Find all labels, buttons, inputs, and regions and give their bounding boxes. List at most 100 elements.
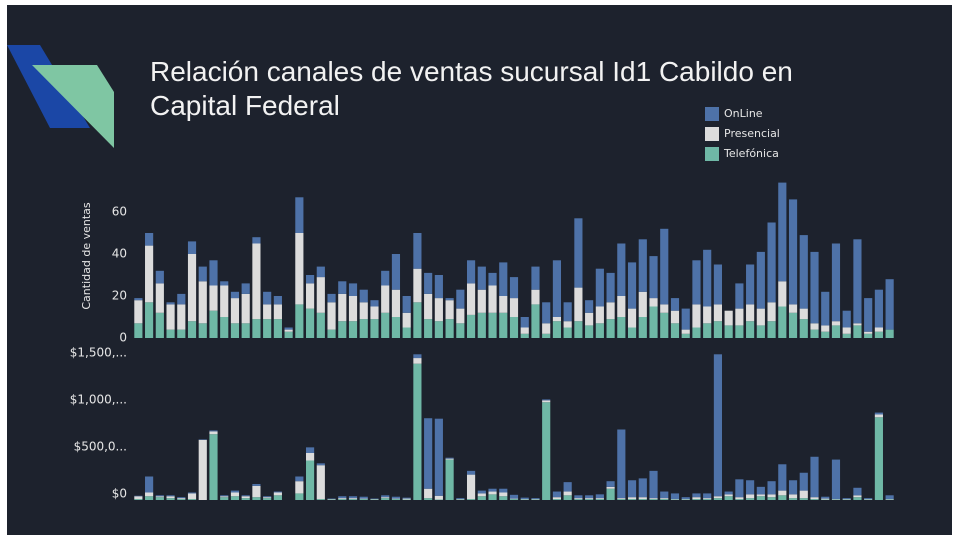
bar-segment [359, 302, 368, 320]
legend-swatch [705, 127, 719, 141]
legend-label: OnLine [724, 107, 763, 120]
bar-segment [263, 319, 272, 338]
bar-segment [381, 285, 390, 313]
legend-swatch [705, 107, 719, 121]
bar-segment [252, 485, 261, 498]
bar-segment [778, 306, 787, 338]
bar-segment [241, 496, 250, 499]
bar-segment [552, 497, 562, 500]
bar-segment [660, 498, 669, 500]
bar-segment [241, 498, 250, 500]
bar-segment [638, 317, 647, 338]
bar-segment [746, 480, 755, 495]
bar-segment [477, 312, 486, 338]
bar-segment [327, 293, 336, 303]
bar-segment [821, 291, 830, 326]
bar-segment [220, 497, 229, 500]
bar-segment [381, 498, 390, 500]
bar-segment [359, 496, 368, 499]
bar-segment [295, 493, 304, 500]
bar-segment [488, 272, 497, 286]
bar-segment [155, 283, 164, 313]
bar-segment [284, 331, 293, 338]
bar-segment [198, 281, 207, 324]
bar-segment [166, 329, 175, 338]
bar-segment [542, 400, 551, 403]
bar-segment [134, 298, 143, 301]
bar-segment [670, 493, 680, 500]
bar-segment [552, 321, 562, 338]
bar-segment [649, 306, 658, 338]
bar-segment [681, 308, 690, 330]
bar-segment [166, 302, 175, 305]
bar-segment [595, 494, 604, 499]
bar-segment [606, 319, 615, 338]
bar-segment [606, 272, 615, 303]
bar-segment [466, 283, 476, 315]
bar-segment [756, 494, 765, 497]
bar-segment [402, 312, 411, 328]
bar-segment [531, 498, 540, 500]
bar-segment [638, 497, 647, 500]
bar-segment [198, 266, 207, 282]
decor-green [32, 65, 114, 148]
bar-segment [864, 331, 873, 334]
bar-segment [638, 478, 647, 498]
bar-segment [885, 279, 894, 330]
bar-segment [821, 498, 830, 500]
bar-segment [842, 310, 851, 328]
bar-segment [509, 494, 519, 499]
bar-segment [198, 439, 207, 500]
bar-segment [585, 495, 594, 499]
bar-segment [703, 498, 712, 500]
bar-segment [155, 270, 164, 284]
bar-segment [810, 329, 819, 338]
bar-segment [853, 325, 862, 338]
bar-segment [692, 327, 701, 338]
bar-segment [767, 222, 776, 303]
bar-segment [692, 304, 701, 328]
bar-segment [552, 317, 562, 322]
bar-segment [306, 308, 315, 338]
bar-segment [284, 329, 293, 332]
bar-segment [649, 256, 658, 299]
bar-segment [252, 497, 261, 500]
bar-segment [316, 312, 325, 338]
bar-segment [853, 497, 862, 500]
bar-segment [574, 321, 583, 338]
bar-segment [520, 317, 529, 328]
bar-segment [853, 487, 862, 496]
bar-segment [413, 268, 422, 303]
bar-segment [874, 289, 883, 328]
bar-segment [370, 300, 379, 307]
bar-segment [456, 498, 465, 500]
bar-segment [391, 499, 401, 500]
bar-segment [617, 317, 626, 338]
bar-segment [456, 289, 465, 309]
bar-segment [456, 308, 465, 324]
bar-segment [617, 296, 626, 317]
bar-segment [874, 327, 883, 332]
bar-segment [735, 283, 744, 309]
bar-segment [874, 331, 883, 338]
bar-segment [263, 498, 272, 500]
bar-segment [187, 492, 197, 494]
bar-segment [306, 453, 315, 461]
bar-segment [831, 321, 841, 326]
bar-segment [424, 498, 433, 500]
bar-segment [499, 492, 508, 497]
bar-segment [713, 496, 722, 499]
bar-segment [155, 495, 164, 497]
bar-segment [499, 296, 508, 313]
bar-segment [348, 283, 358, 296]
bar-segment [810, 251, 819, 324]
bar-segment [134, 323, 143, 338]
bar-segment [821, 325, 830, 332]
bar-segment [391, 496, 401, 499]
bar-segment [499, 496, 508, 500]
bar-segment [552, 499, 562, 500]
bar-segment [563, 321, 572, 328]
bar-segment [145, 496, 154, 500]
bar-segment [381, 497, 390, 499]
bar-segment [767, 494, 776, 498]
